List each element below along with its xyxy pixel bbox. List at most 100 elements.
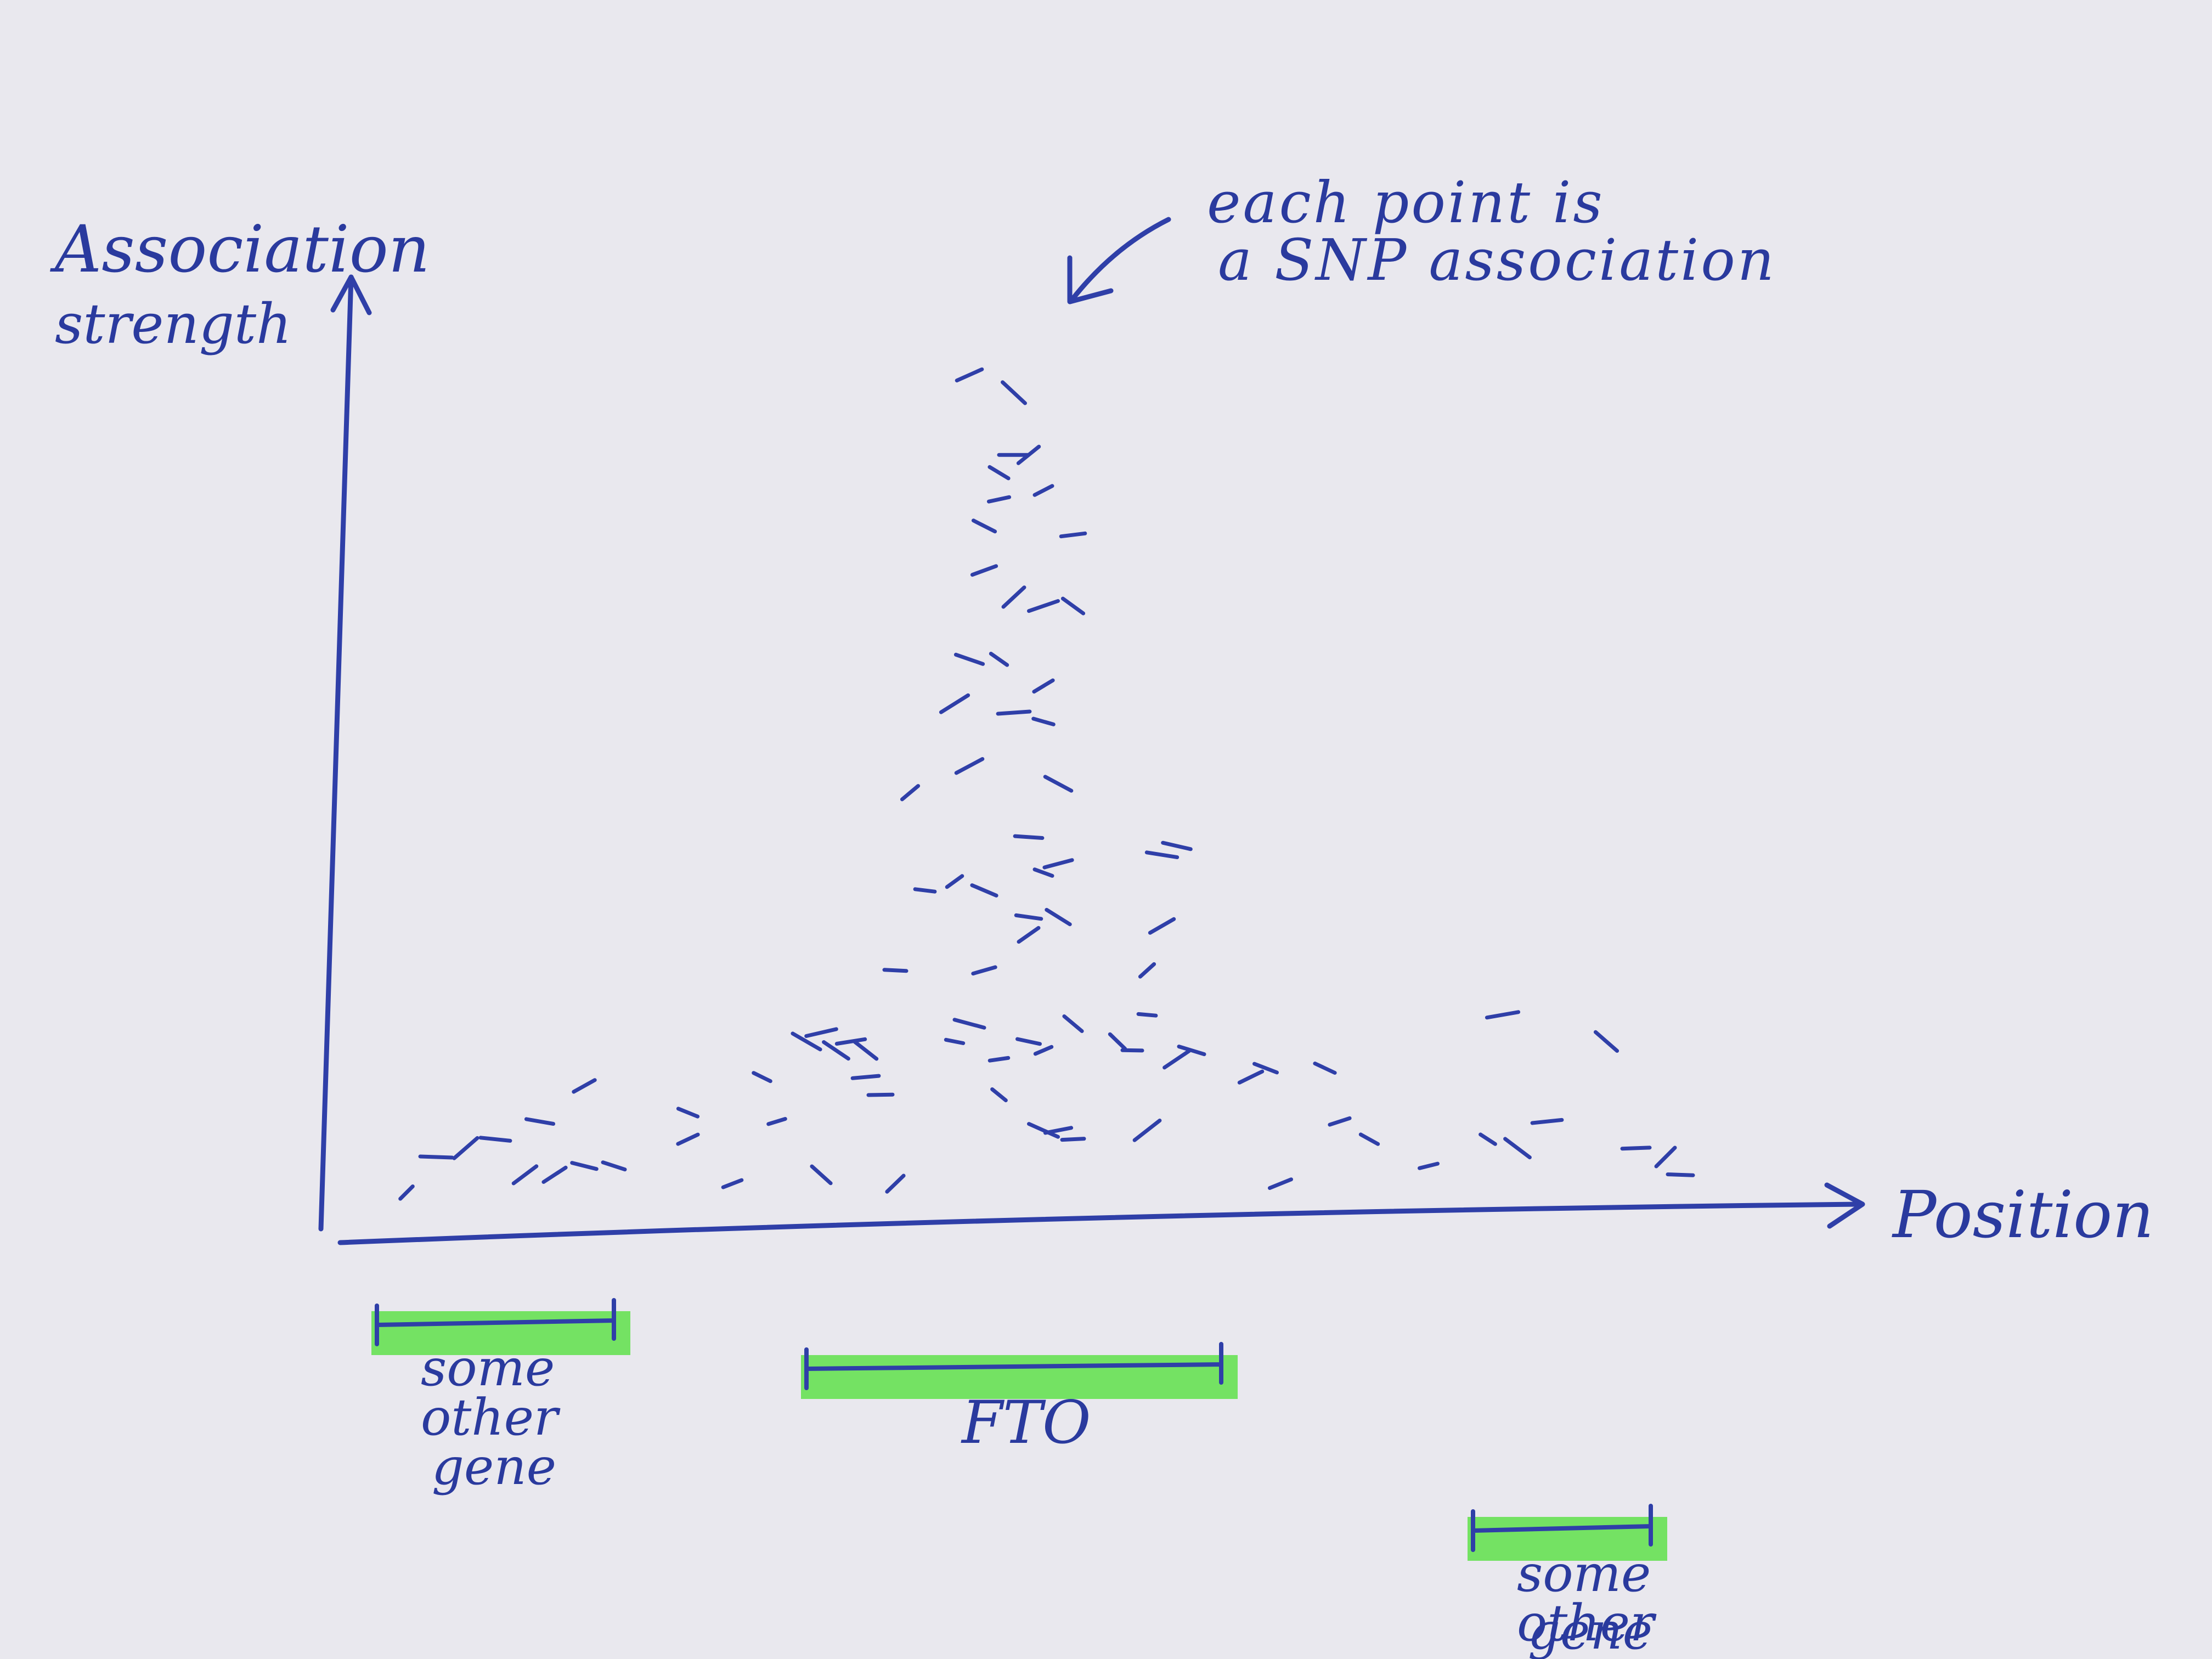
snp-point <box>791 1031 822 1052</box>
snp-point <box>572 1078 597 1094</box>
snp-point <box>1027 1122 1060 1139</box>
snp-point <box>866 1092 895 1097</box>
snp-point <box>944 1037 966 1045</box>
snp-point <box>810 1164 833 1186</box>
snp-point <box>971 518 997 534</box>
snp-point <box>1013 834 1045 840</box>
snp-point <box>752 1071 772 1084</box>
snp-point <box>970 564 998 577</box>
snp-point <box>1313 1062 1337 1075</box>
snp-point <box>1016 444 1041 465</box>
snp-point <box>1479 1132 1497 1146</box>
snp-point <box>1120 1048 1144 1053</box>
snp-point <box>1033 1045 1054 1056</box>
snp-point <box>986 495 1012 504</box>
snp-point <box>945 874 964 889</box>
snp-point <box>1138 962 1156 979</box>
y-axis-arrowhead <box>330 274 372 315</box>
snp-point <box>1237 1069 1265 1085</box>
snp-point <box>882 968 909 973</box>
snp-point <box>996 709 1032 716</box>
snp-point <box>1042 858 1074 870</box>
snp-point <box>954 757 985 775</box>
snp-point <box>1001 585 1026 609</box>
snp-point <box>1163 1049 1191 1070</box>
snp-point <box>939 693 970 714</box>
annotation-line-2: a SNP association <box>1218 227 1776 294</box>
snp-point <box>955 367 984 383</box>
snp-point <box>900 784 921 802</box>
snp-point <box>953 652 985 666</box>
gene-label: FTO <box>961 1389 1091 1457</box>
y-axis-label-line-1: Association <box>50 211 430 287</box>
snp-point <box>989 652 1009 667</box>
snp-point <box>804 1027 838 1038</box>
snp-point <box>511 1164 539 1186</box>
snp-point <box>853 1040 879 1061</box>
snp-point <box>885 1173 906 1194</box>
snp-point <box>1032 867 1054 878</box>
snp-points <box>398 367 1695 1201</box>
gene-label-line: some <box>421 1339 555 1397</box>
gene-highlight <box>801 1355 1238 1399</box>
annotation-arrowhead <box>1067 255 1114 304</box>
snp-point <box>1045 907 1072 927</box>
snp-point <box>1144 850 1180 860</box>
snp-point <box>1014 913 1043 921</box>
snp-point <box>1059 531 1087 539</box>
y-axis-label-line-2: strength <box>55 292 292 356</box>
snp-point <box>418 1154 454 1160</box>
gene-track: FTO <box>801 1342 1238 1457</box>
snp-point <box>1060 1137 1086 1142</box>
gene-interval <box>804 1342 1223 1390</box>
snp-point <box>1062 1014 1084 1033</box>
y-axis <box>318 274 354 1232</box>
snp-point <box>676 1107 700 1119</box>
snp-point <box>1043 1126 1074 1135</box>
snp-point <box>1530 1118 1564 1125</box>
snp-point <box>478 1136 512 1143</box>
gene-label-line: some <box>1517 1544 1651 1603</box>
snp-point <box>1418 1161 1440 1170</box>
snp-point <box>1015 1037 1042 1046</box>
snp-point <box>1108 1032 1127 1051</box>
gene-label-line: gene <box>432 1437 556 1496</box>
gene-label-line: other <box>421 1388 561 1447</box>
snp-point <box>1136 1012 1158 1018</box>
snp-point <box>1620 1146 1652 1151</box>
snp-point <box>1027 599 1060 613</box>
snp-point <box>1161 840 1193 851</box>
x-axis-arrowhead <box>1824 1182 1865 1229</box>
snp-point <box>1032 678 1055 694</box>
snp-point <box>1328 1116 1352 1127</box>
snp-point <box>524 1117 556 1126</box>
snp-point <box>541 1165 568 1184</box>
snp-point <box>1132 1119 1162 1142</box>
snp-point <box>1060 596 1086 616</box>
snp-point <box>990 1087 1008 1103</box>
snp-point <box>952 1018 986 1030</box>
snp-point <box>1017 926 1041 944</box>
snp-point <box>913 887 937 894</box>
x-axis <box>337 1201 1863 1245</box>
snp-point <box>970 883 998 898</box>
annotation-arrow <box>1070 217 1171 302</box>
snp-point <box>1148 917 1176 935</box>
snp-point <box>1654 1146 1677 1169</box>
snp-point <box>1503 1137 1532 1160</box>
snp-point <box>676 1132 700 1146</box>
snp-point <box>1666 1172 1695 1177</box>
snp-point <box>1358 1132 1380 1146</box>
gene-interval <box>375 1298 616 1346</box>
snp-point <box>1177 1045 1206 1057</box>
x-axis-label: Position <box>1892 1177 2154 1252</box>
gene-label-line: other <box>1517 1594 1657 1652</box>
snp-point <box>721 1178 744 1189</box>
snp-point <box>1031 716 1056 726</box>
gene-interval <box>1471 1504 1653 1552</box>
snp-point <box>1268 1177 1293 1190</box>
